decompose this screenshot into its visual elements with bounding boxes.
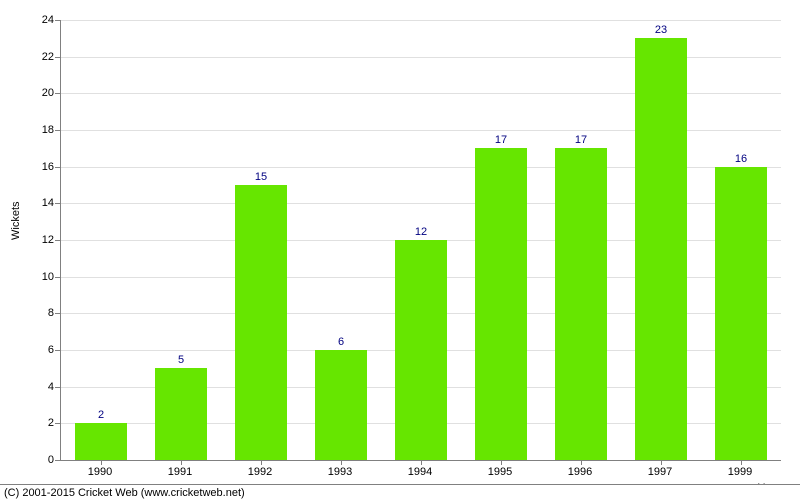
y-tick — [55, 203, 61, 204]
y-tick-label: 8 — [48, 307, 54, 319]
x-tick — [581, 460, 582, 465]
y-tick-label: 10 — [42, 271, 54, 283]
bar-value-label: 23 — [655, 24, 667, 36]
bar — [555, 148, 606, 460]
x-tick — [261, 460, 262, 465]
x-tick — [341, 460, 342, 465]
bar — [315, 350, 366, 460]
y-tick-label: 18 — [42, 124, 54, 136]
plot-area: 2 5 15 6 12 17 17 23 16 — [60, 20, 781, 461]
x-tick — [101, 460, 102, 465]
bar-value-label: 16 — [735, 153, 747, 165]
y-tick-label: 22 — [42, 51, 54, 63]
bar — [395, 240, 446, 460]
x-tick-label: 1991 — [168, 466, 192, 478]
copyright-footer: (C) 2001-2015 Cricket Web (www.cricketwe… — [0, 484, 800, 500]
x-tick — [741, 460, 742, 465]
x-tick — [181, 460, 182, 465]
x-tick-label: 1993 — [328, 466, 352, 478]
y-tick — [55, 20, 61, 21]
bar-value-label: 5 — [178, 354, 184, 366]
y-tick — [55, 350, 61, 351]
x-tick-label: 1997 — [648, 466, 672, 478]
bar — [475, 148, 526, 460]
bar — [155, 368, 206, 460]
bar-value-label: 17 — [575, 134, 587, 146]
bar — [635, 38, 686, 460]
bar-value-label: 6 — [338, 336, 344, 348]
x-tick — [421, 460, 422, 465]
bar — [235, 185, 286, 460]
x-tick-label: 1999 — [728, 466, 752, 478]
y-tick — [55, 460, 61, 461]
y-tick-label: 16 — [42, 161, 54, 173]
x-tick-label: 1990 — [88, 466, 112, 478]
y-tick — [55, 167, 61, 168]
chart-container: 251561217172316 Wickets Year (C) 2001-20… — [0, 0, 800, 500]
y-axis-label: Wickets — [10, 202, 22, 241]
y-tick — [55, 277, 61, 278]
bar — [715, 167, 766, 460]
bar-value-label: 15 — [255, 171, 267, 183]
y-tick-label: 24 — [42, 14, 54, 26]
x-tick-label: 1994 — [408, 466, 432, 478]
x-tick — [661, 460, 662, 465]
x-tick — [501, 460, 502, 465]
y-tick-label: 12 — [42, 234, 54, 246]
y-tick — [55, 130, 61, 131]
y-tick-label: 20 — [42, 87, 54, 99]
y-tick — [55, 240, 61, 241]
bar-value-label: 2 — [98, 409, 104, 421]
x-tick-label: 1992 — [248, 466, 272, 478]
y-tick — [55, 93, 61, 94]
x-tick-label: 1995 — [488, 466, 512, 478]
y-tick — [55, 423, 61, 424]
x-tick-label: 1996 — [568, 466, 592, 478]
y-tick — [55, 387, 61, 388]
gridline — [61, 20, 781, 21]
y-tick-label: 2 — [48, 417, 54, 429]
bar-value-label: 12 — [415, 226, 427, 238]
y-tick-label: 4 — [48, 381, 54, 393]
y-tick-label: 14 — [42, 197, 54, 209]
y-tick — [55, 57, 61, 58]
bar — [75, 423, 126, 460]
y-tick — [55, 313, 61, 314]
y-tick-label: 0 — [48, 454, 54, 466]
bar-value-label: 17 — [495, 134, 507, 146]
y-tick-label: 6 — [48, 344, 54, 356]
